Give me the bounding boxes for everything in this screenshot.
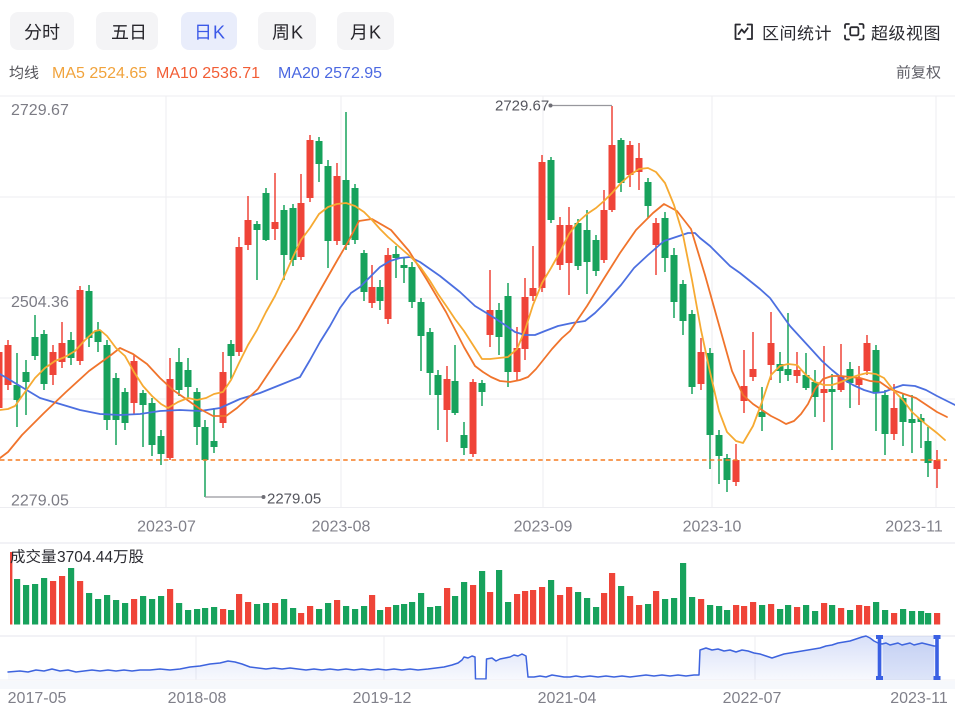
svg-text:2023-08: 2023-08 xyxy=(312,519,371,536)
svg-text:2279.05: 2279.05 xyxy=(11,493,69,510)
svg-text:2023-10: 2023-10 xyxy=(683,519,742,536)
svg-text:K: K xyxy=(213,23,225,43)
svg-text:2018-08: 2018-08 xyxy=(168,690,227,707)
svg-text:2729.67: 2729.67 xyxy=(495,98,549,115)
svg-text:2019-12: 2019-12 xyxy=(353,690,412,707)
svg-text:2021-04: 2021-04 xyxy=(538,690,597,707)
svg-text:2023-09: 2023-09 xyxy=(514,519,573,536)
svg-text:2022-07: 2022-07 xyxy=(723,690,782,707)
svg-text:K: K xyxy=(291,23,303,43)
svg-text:2279.05: 2279.05 xyxy=(267,491,321,508)
svg-text:MA10 2536.71: MA10 2536.71 xyxy=(156,65,260,82)
svg-text:MA20 2572.95: MA20 2572.95 xyxy=(278,65,382,82)
svg-text:3704.44: 3704.44 xyxy=(57,549,113,566)
svg-text:2504.36: 2504.36 xyxy=(11,294,69,311)
svg-text:2023-07: 2023-07 xyxy=(137,519,196,536)
svg-text:2023-11: 2023-11 xyxy=(885,519,943,536)
svg-text:K: K xyxy=(369,23,381,43)
svg-text:2017-05: 2017-05 xyxy=(8,690,67,707)
svg-text:MA5 2524.65: MA5 2524.65 xyxy=(52,65,147,82)
svg-text:2023-11: 2023-11 xyxy=(890,690,948,707)
svg-text:2729.67: 2729.67 xyxy=(11,102,69,119)
